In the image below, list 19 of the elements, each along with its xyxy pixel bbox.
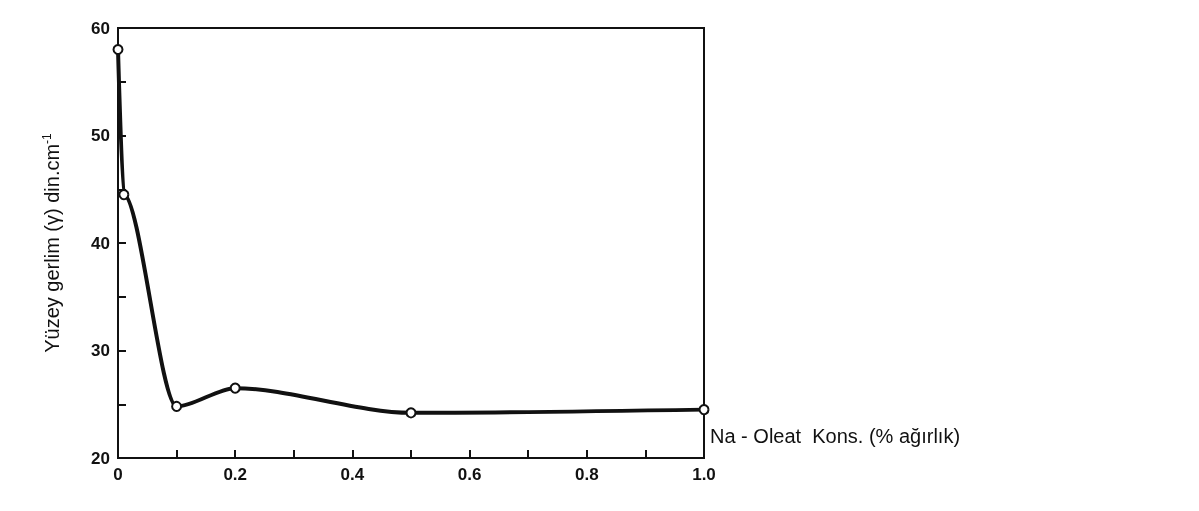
point — [698, 404, 710, 416]
y-tick-label: 20 — [91, 448, 110, 468]
y-tick-label: 30 — [91, 341, 110, 360]
point — [405, 407, 417, 419]
y-tick-label: 50 — [91, 126, 110, 145]
y-axis-title: Yüzey gerlim (γ) din.cm-1 — [40, 132, 63, 353]
point — [171, 400, 183, 412]
point — [118, 189, 130, 201]
x-tick-label: 0 — [113, 465, 123, 484]
x-tick-label: 0.6 — [457, 465, 482, 484]
point — [112, 44, 124, 55]
y-tick-label: 60 — [91, 18, 110, 38]
point — [229, 382, 241, 394]
x-tick-label: 0.8 — [574, 465, 599, 484]
x-tick-label: 1.0 — [692, 465, 716, 484]
x-tick-label: 0.2 — [223, 465, 248, 484]
y-tick-label: 40 — [91, 233, 110, 253]
x-tick-label: 0.4 — [340, 465, 365, 484]
x-axis-title: Na - Oleat Kons. (% ağırlık) — [710, 425, 961, 447]
